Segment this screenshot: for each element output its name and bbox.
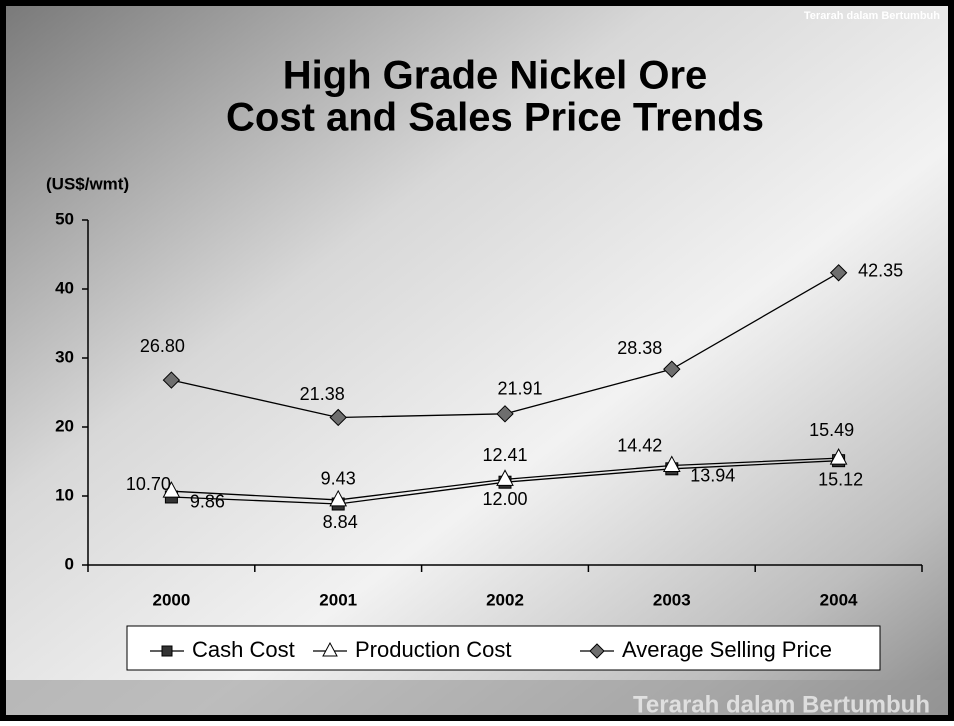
- y-tick-label: 50: [55, 209, 74, 228]
- data-label: 10.70: [126, 474, 171, 494]
- x-tick-label: 2001: [319, 590, 357, 609]
- legend-label: Production Cost: [355, 637, 512, 662]
- data-label: 15.49: [809, 420, 854, 440]
- x-tick-label: 2004: [820, 590, 858, 609]
- x-tick-label: 2003: [653, 590, 691, 609]
- marker-diamond: [589, 643, 605, 659]
- marker-diamond: [496, 405, 514, 423]
- legend-box: [126, 625, 881, 671]
- marker-triangle: [329, 489, 348, 507]
- y-axis-label: (US$/wmt): [46, 174, 129, 193]
- marker-triangle: [322, 641, 338, 657]
- legend-label: Average Selling Price: [622, 637, 832, 662]
- marker-diamond: [663, 360, 681, 378]
- y-tick-label: 40: [55, 278, 74, 297]
- data-label: 26.80: [140, 336, 185, 356]
- data-label: 21.38: [300, 384, 345, 404]
- background: [6, 6, 948, 715]
- marker-diamond: [329, 408, 347, 427]
- watermark-top: Terarah dalam Bertumbuh: [804, 10, 940, 22]
- chart-title: Cost and Sales Price Trends: [226, 96, 764, 140]
- footer-band: [6, 680, 948, 715]
- marker-triangle: [162, 481, 181, 498]
- marker-triangle: [829, 448, 848, 465]
- chart-title: High Grade Nickel Ore: [283, 54, 708, 98]
- y-tick-label: 0: [65, 554, 74, 573]
- x-tick-label: 2000: [152, 590, 190, 609]
- marker-square: [161, 645, 173, 657]
- y-tick-label: 20: [55, 416, 74, 435]
- data-label: 21.91: [497, 379, 542, 399]
- marker-triangle: [662, 455, 681, 473]
- marker-diamond: [829, 264, 848, 282]
- watermark-bottom: Terarah dalam Bertumbuh: [633, 691, 930, 718]
- marker-diamond: [162, 371, 181, 389]
- data-label: 13.94: [690, 466, 735, 486]
- data-label: 12.41: [482, 445, 527, 465]
- x-tick-label: 2002: [486, 590, 524, 609]
- data-label: 8.84: [323, 512, 358, 532]
- data-label: 15.12: [818, 469, 863, 489]
- data-label: 12.00: [482, 489, 527, 509]
- data-label: 9.86: [190, 492, 225, 512]
- legend-label: Cash Cost: [192, 637, 295, 662]
- marker-triangle: [496, 469, 514, 486]
- data-label: 42.35: [858, 261, 903, 281]
- y-tick-label: 10: [55, 485, 74, 504]
- data-label: 9.43: [321, 469, 356, 489]
- data-label: 14.42: [617, 435, 662, 455]
- y-tick-label: 30: [55, 347, 74, 366]
- data-label: 28.38: [617, 338, 662, 358]
